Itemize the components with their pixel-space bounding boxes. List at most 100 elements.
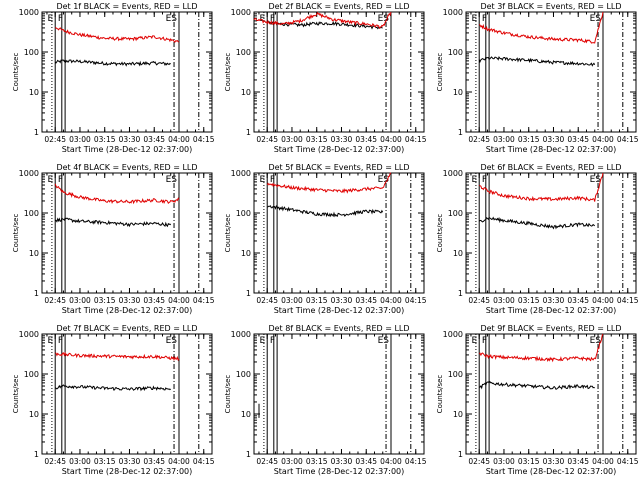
y-tick-label: 100 [236, 209, 251, 218]
subplot-title: Det 8f BLACK = Events, RED = LLD [268, 324, 409, 333]
subplot-det-6: Det 6f BLACK = Events, RED = LLD 1 10 100 10… [436, 163, 639, 315]
x-tick-label: 04:15 [193, 296, 215, 305]
x-axis-label: Start Time (28-Dec-12 02:37:00) [486, 306, 617, 315]
x-tick-label: 03:15 [518, 135, 540, 144]
plot-frame [41, 333, 213, 455]
x-tick-label: 03:45 [355, 135, 377, 144]
marker-label-e: E [260, 14, 266, 24]
x-tick-label: 03:15 [306, 135, 328, 144]
y-tick-label: 1000 [19, 8, 39, 17]
y-tick-label: 100 [448, 209, 463, 218]
y-axis-label: Counts/sec [224, 375, 232, 414]
series-line-events [267, 205, 384, 218]
x-tick-label: 03:00 [281, 296, 303, 305]
y-tick-label: 10 [29, 249, 39, 258]
series-line-lld [55, 351, 180, 362]
x-tick-label: 03:15 [306, 296, 328, 305]
y-tick-label: 1 [246, 128, 251, 137]
series-line-events [54, 384, 171, 392]
y-tick-label: 100 [236, 48, 251, 57]
y-axis-label: Counts/sec [436, 53, 444, 92]
marker-label-f: F [58, 336, 63, 346]
plot-frame [253, 333, 425, 455]
y-tick-label: 1000 [443, 330, 463, 339]
y-tick-label: 1 [34, 128, 39, 137]
y-tick-label: 100 [448, 370, 463, 379]
subplot-det-3: Det 3f BLACK = Events, RED = LLD 1 10 100 10… [436, 2, 639, 154]
plot-frame [465, 333, 637, 455]
y-axis-label: Counts/sec [436, 214, 444, 253]
plot-frame [253, 172, 425, 294]
subplot-det-1: Det 1f BLACK = Events, RED = LLD 1 10 100 10… [12, 2, 215, 154]
series-line-events [479, 380, 595, 390]
y-tick-label: 1000 [19, 330, 39, 339]
x-tick-label: 03:30 [543, 296, 565, 305]
x-tick-label: 03:30 [119, 135, 141, 144]
x-tick-label: 03:45 [143, 296, 165, 305]
plot-frame [253, 11, 425, 133]
subplot-title: Det 2f BLACK = Events, RED = LLD [268, 2, 409, 11]
subplot-title: Det 3f BLACK = Events, RED = LLD [480, 2, 621, 11]
x-tick-label: 03:15 [94, 135, 116, 144]
x-tick-label: 04:15 [405, 135, 427, 144]
x-tick-label: 02:45 [44, 457, 66, 466]
x-tick-label: 02:45 [256, 135, 278, 144]
x-tick-label: 03:15 [518, 296, 540, 305]
subplot-title: Det 6f BLACK = Events, RED = LLD [480, 163, 621, 172]
x-tick-label: 02:45 [256, 457, 278, 466]
x-tick-label: 04:15 [617, 296, 639, 305]
x-tick-label: 03:45 [143, 135, 165, 144]
marker-label-es: ES [166, 14, 178, 24]
y-tick-label: 100 [24, 370, 39, 379]
marker-label-e: E [260, 175, 266, 185]
marker-label-e: E [260, 336, 266, 346]
x-tick-label: 03:15 [518, 457, 540, 466]
x-tick-label: 03:45 [567, 296, 589, 305]
x-axis-label: Start Time (28-Dec-12 02:37:00) [62, 306, 193, 315]
marker-label-f: F [482, 336, 487, 346]
marker-label-es: ES [378, 14, 390, 24]
x-tick-label: 04:15 [193, 135, 215, 144]
marker-label-es: ES [378, 175, 390, 185]
x-tick-label: 02:45 [468, 296, 490, 305]
series-line-lld [55, 27, 179, 43]
x-axis-label: Start Time (28-Dec-12 02:37:00) [274, 145, 405, 154]
y-tick-label: 10 [453, 410, 463, 419]
x-tick-label: 02:45 [44, 135, 66, 144]
x-tick-label: 03:00 [493, 296, 515, 305]
x-tick-label: 04:00 [380, 457, 402, 466]
y-axis-label: Counts/sec [436, 375, 444, 414]
marker-label-es: ES [590, 336, 602, 346]
x-tick-label: 03:45 [355, 457, 377, 466]
x-axis-label: Start Time (28-Dec-12 02:37:00) [62, 145, 193, 154]
x-tick-label: 03:30 [331, 457, 353, 466]
x-tick-label: 04:00 [592, 457, 614, 466]
subplot-title: Det 7f BLACK = Events, RED = LLD [56, 324, 197, 333]
x-tick-label: 04:15 [617, 135, 639, 144]
y-tick-label: 1 [458, 450, 463, 459]
series-line-lld [266, 172, 392, 194]
y-axis-label: Counts/sec [12, 53, 20, 92]
x-axis-label: Start Time (28-Dec-12 02:37:00) [486, 467, 617, 476]
marker-label-f: F [270, 14, 275, 24]
series-line-lld [54, 183, 180, 205]
plot-frame [41, 11, 213, 133]
y-tick-label: 100 [236, 370, 251, 379]
y-tick-label: 1000 [443, 169, 463, 178]
y-tick-label: 10 [29, 88, 39, 97]
y-tick-label: 10 [453, 249, 463, 258]
y-tick-label: 1000 [231, 169, 251, 178]
y-tick-label: 10 [453, 88, 463, 97]
x-tick-label: 03:30 [331, 296, 353, 305]
marker-label-f: F [58, 14, 63, 24]
y-tick-label: 10 [241, 249, 251, 258]
y-tick-label: 10 [29, 410, 39, 419]
y-tick-label: 1 [34, 289, 39, 298]
x-tick-label: 03:30 [543, 457, 565, 466]
x-tick-label: 04:00 [168, 296, 190, 305]
x-tick-label: 03:00 [69, 296, 91, 305]
x-tick-label: 04:00 [168, 135, 190, 144]
marker-label-e: E [472, 14, 478, 24]
plot-frame [465, 11, 637, 133]
